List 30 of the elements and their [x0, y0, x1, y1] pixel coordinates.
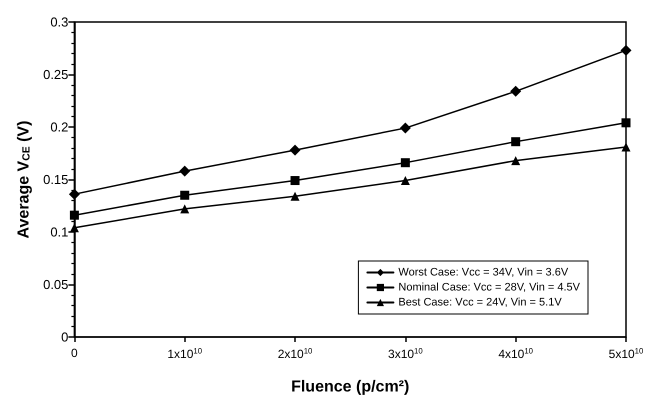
point — [180, 190, 190, 200]
legend-label: Nominal Case: Vcc = 28V, Vin = 4.5V — [398, 282, 581, 294]
point — [179, 166, 190, 177]
x-tick-label: 0 — [71, 346, 78, 360]
point — [290, 176, 300, 186]
point — [620, 44, 632, 56]
point — [400, 122, 411, 134]
y-tick-label: 0.25 — [43, 67, 68, 82]
point — [400, 176, 410, 186]
x-axis-title: Fluence (p/cm²) — [291, 378, 410, 396]
point — [70, 210, 79, 220]
point — [400, 158, 410, 168]
legend-label: Worst Case: Vcc = 34V, Vin = 3.6V — [398, 266, 569, 278]
point — [622, 118, 630, 128]
y-axis-title: Average VCE (V) — [16, 120, 33, 238]
y-tick-label: 0.2 — [50, 120, 68, 134]
y-tick-label: 0.3 — [50, 14, 68, 30]
point — [70, 223, 79, 232]
y-tick-label: 0 — [61, 330, 68, 344]
y-tick-label: 0.15 — [43, 172, 68, 187]
y-tick-label: 0.05 — [43, 277, 68, 292]
point — [290, 144, 301, 156]
point — [511, 137, 520, 146]
y-tick-label: 0.1 — [50, 224, 68, 240]
point — [290, 192, 300, 201]
point — [180, 204, 190, 214]
point — [510, 86, 522, 97]
point — [511, 156, 520, 166]
point — [68, 188, 80, 200]
legend-label: Best Case: Vcc = 24V, Vin = 5.1V — [398, 296, 562, 308]
